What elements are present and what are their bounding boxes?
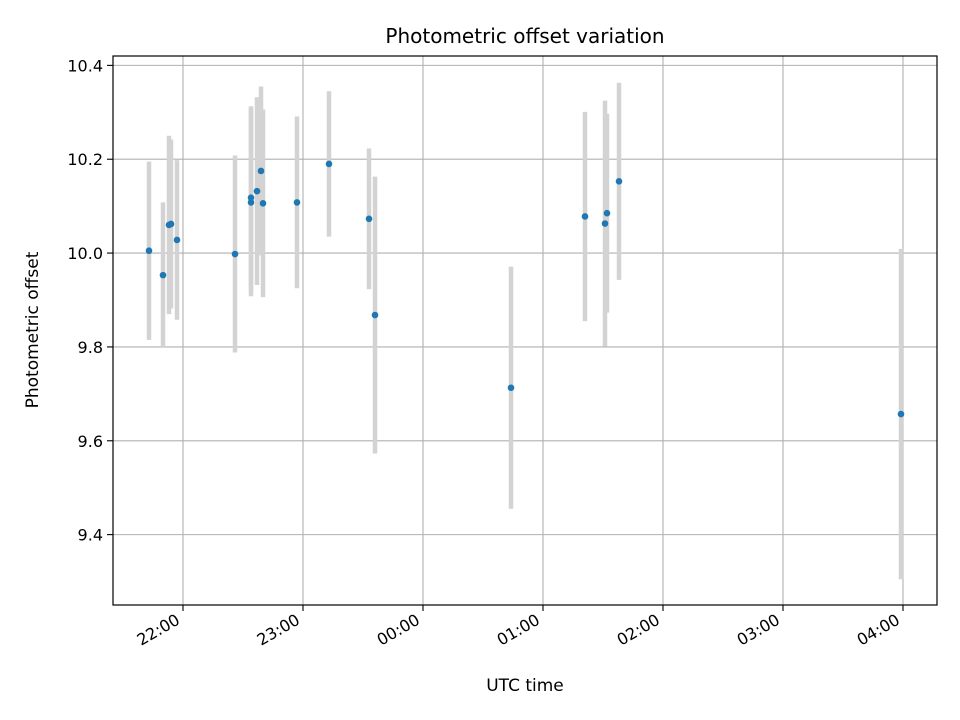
data-point (507, 384, 515, 392)
data-point (247, 199, 255, 206)
data-point (603, 209, 611, 217)
plot-frame (112, 55, 938, 606)
y-tick-label: 10.4 (67, 56, 103, 75)
data-point (325, 160, 333, 168)
y-axis-title: Photometric offset (23, 251, 43, 408)
data-point (159, 271, 167, 279)
data-points (145, 160, 905, 418)
data-point (897, 410, 905, 418)
data-point (247, 194, 255, 202)
data-point (145, 247, 153, 255)
data-point (173, 236, 181, 244)
y-tick-label: 9.6 (78, 432, 103, 451)
data-point (365, 215, 373, 223)
data-point (293, 199, 301, 206)
chart-title: Photometric offset variation (385, 24, 664, 48)
data-point (581, 213, 589, 220)
data-point (257, 167, 265, 175)
x-axis-title: UTC time (486, 676, 564, 696)
data-point (231, 250, 239, 258)
y-tick-label: 9.8 (78, 338, 103, 357)
data-point (371, 311, 379, 319)
data-point (615, 177, 623, 185)
data-point (601, 220, 609, 227)
y-tick-label: 10.0 (67, 244, 103, 263)
data-point (253, 187, 261, 195)
data-point (167, 220, 175, 228)
y-tick-label: 10.2 (67, 150, 103, 169)
data-point (259, 200, 267, 207)
y-axis: 9.4 9.6 9.8 10.0 10.2 10.4 (67, 56, 113, 545)
y-tick-label: 9.4 (78, 526, 103, 545)
